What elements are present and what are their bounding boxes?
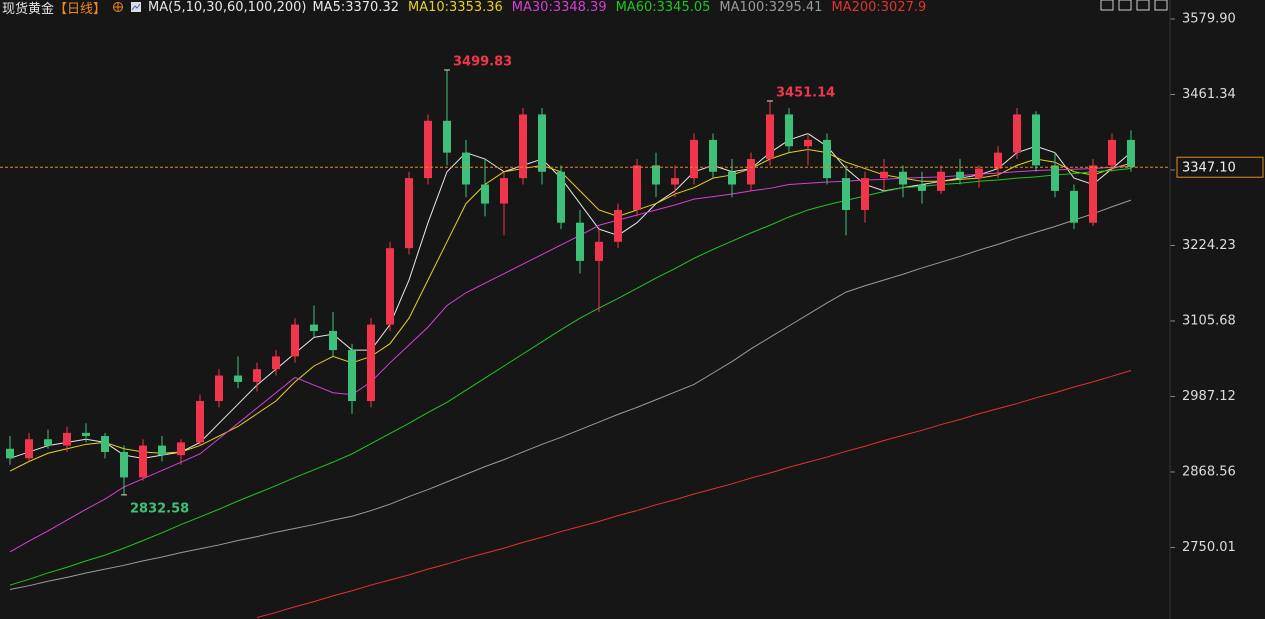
- legend-entry: MA60:3345.05: [615, 0, 711, 15]
- candle-body: [975, 168, 983, 179]
- candle-body: [652, 165, 660, 185]
- candle-body: [804, 139, 812, 147]
- candle-body: [861, 178, 869, 210]
- candle-body: [177, 442, 185, 456]
- candle-body: [880, 171, 888, 179]
- y-tick-label: 2868.56: [1182, 464, 1236, 479]
- candle-body: [766, 114, 774, 160]
- candle-body: [462, 152, 470, 185]
- y-tick-label: 3105.68: [1182, 313, 1236, 328]
- icon[interactable]: [1118, 0, 1132, 11]
- toolbar-icons[interactable]: [1100, 0, 1168, 11]
- legend-entry: MA10:3353.36: [408, 0, 503, 15]
- candle-body: [1051, 165, 1059, 191]
- legend-entry: MA5:3370.32: [312, 0, 399, 15]
- indicator-icon[interactable]: [130, 1, 142, 13]
- candle-body: [1108, 139, 1116, 166]
- high-label: 3451.14: [776, 85, 835, 100]
- candle-body: [899, 171, 907, 185]
- plot-area: 3499.83 3451.14 2832.58: [6, 54, 1135, 619]
- candle-body: [424, 120, 432, 179]
- legend-entry: MA30:3348.39: [511, 0, 607, 15]
- ma-line: [9, 168, 1132, 586]
- candle-body: [709, 139, 717, 172]
- header: 现货黄金 【日线】 MA(5,10,30,60,100,200) MA5:337…: [2, 0, 926, 17]
- candle-body: [1013, 114, 1021, 153]
- candle-body: [386, 248, 394, 325]
- candle-body: [82, 432, 90, 437]
- candle-body: [538, 114, 546, 172]
- candle-body: [272, 356, 280, 370]
- ma-line: [9, 165, 1132, 553]
- candle-body: [196, 401, 204, 443]
- candle-body: [937, 171, 945, 191]
- candle-body: [747, 159, 755, 185]
- high-label: 3499.83: [453, 54, 512, 69]
- candle-body: [481, 184, 489, 204]
- candle-body: [139, 445, 147, 478]
- candle-body: [842, 178, 850, 210]
- ma-line: [9, 148, 1132, 472]
- candle-body: [215, 375, 223, 402]
- candle-body: [728, 171, 736, 185]
- candle-body: [785, 114, 793, 147]
- y-tick-label: 2987.12: [1182, 389, 1236, 404]
- candle-body: [994, 152, 1002, 169]
- add-icon[interactable]: [112, 1, 124, 13]
- candle-body: [1127, 139, 1135, 168]
- y-tick-label: 2750.01: [1182, 540, 1236, 555]
- period[interactable]: 【日线】: [54, 1, 107, 17]
- candle-body: [310, 324, 318, 331]
- candle-body: [595, 241, 603, 261]
- candle-body: [614, 209, 622, 242]
- icon[interactable]: [1136, 0, 1150, 11]
- candle-body: [44, 439, 52, 446]
- candle-body: [956, 171, 964, 179]
- candle-body: [25, 439, 33, 459]
- candle-body: [348, 350, 356, 402]
- candle-body: [158, 445, 166, 456]
- candle-body: [120, 451, 128, 478]
- candle-body: [101, 436, 109, 452]
- y-tick-label: 3224.23: [1182, 238, 1236, 253]
- candle-body: [253, 369, 261, 382]
- indicator: MA(5,10,30,60,100,200): [148, 0, 307, 15]
- ma-line: [9, 132, 1132, 459]
- legend: MA5:3370.32 MA10:3353.36 MA30:3348.39 MA60:…: [312, 0, 926, 15]
- candle-body: [557, 171, 565, 223]
- legend-entry: MA200:3027.9: [831, 0, 927, 15]
- candle-body: [367, 324, 375, 402]
- ma-line: [256, 370, 1132, 619]
- candle-body: [291, 324, 299, 357]
- legend-entry: MA100:3295.41: [719, 0, 823, 15]
- candle-body: [633, 165, 641, 210]
- candle-body: [500, 178, 508, 204]
- current-price-label: 3347.10: [1182, 161, 1236, 176]
- candle-body: [6, 448, 14, 459]
- candle-body: [823, 139, 831, 179]
- candle-body: [234, 375, 242, 382]
- icon[interactable]: [1154, 0, 1168, 11]
- candle-body: [405, 178, 413, 249]
- candle-body: [1089, 165, 1097, 223]
- icon[interactable]: [1100, 0, 1114, 11]
- candle-body: [1070, 190, 1078, 223]
- candle-body: [671, 178, 679, 185]
- candle-body: [329, 330, 337, 351]
- y-tick-label: 3461.34: [1182, 87, 1236, 102]
- candle-body: [1032, 114, 1040, 166]
- candle-body: [576, 222, 584, 261]
- candle-body: [690, 139, 698, 179]
- candle-body: [918, 184, 926, 191]
- candle-body: [63, 432, 71, 446]
- candle-body: [443, 120, 451, 153]
- symbol: 现货黄金: [2, 1, 55, 17]
- low-label: 2832.58: [130, 501, 189, 516]
- y-tick-label: 3579.90: [1182, 11, 1236, 26]
- ma-line: [9, 199, 1132, 591]
- candle-body: [519, 114, 527, 179]
- current-price-box: [1176, 156, 1264, 178]
